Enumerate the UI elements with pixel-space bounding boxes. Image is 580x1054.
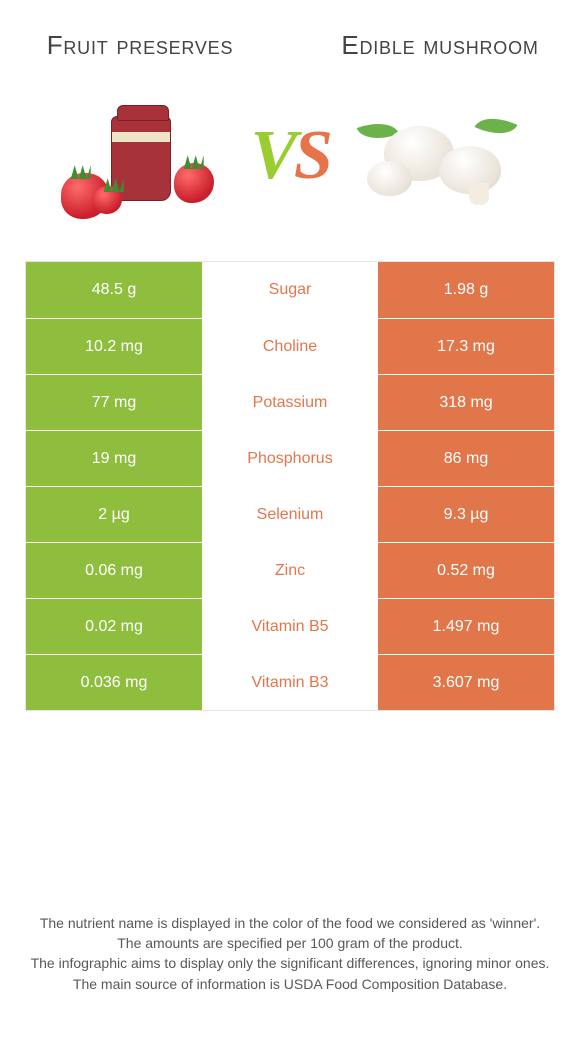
vs-label: VS [251,121,330,191]
table-row: 0.06 mgZinc0.52 mg [26,542,554,598]
left-value: 10.2 mg [26,319,202,374]
nutrient-name: Sugar [202,262,378,318]
mushroom-icon [367,161,412,196]
strawberry-icon [174,163,214,203]
right-value: 17.3 mg [378,319,554,374]
table-row: 48.5 gSugar1.98 g [26,262,554,318]
images-row: VS [0,71,580,261]
right-value: 318 mg [378,375,554,430]
table-row: 0.036 mgVitamin B33.607 mg [26,654,554,710]
nutrient-name: Zinc [202,543,378,598]
table-row: 2 µgSelenium9.3 µg [26,486,554,542]
left-value: 0.036 mg [26,655,202,710]
nutrient-name: Selenium [202,487,378,542]
footnotes: The nutrient name is displayed in the co… [30,913,550,994]
nutrient-name: Phosphorus [202,431,378,486]
left-value: 0.02 mg [26,599,202,654]
right-value: 1.98 g [378,262,554,318]
nutrient-name: Potassium [202,375,378,430]
table-row: 77 mgPotassium318 mg [26,374,554,430]
right-value: 0.52 mg [378,543,554,598]
right-value: 3.607 mg [378,655,554,710]
footnote-line: The amounts are specified per 100 gram o… [30,933,550,953]
footnote-line: The nutrient name is displayed in the co… [30,913,550,933]
vs-s: S [294,117,329,194]
right-food-title: Edible mushroom [340,30,540,61]
left-value: 2 µg [26,487,202,542]
left-value: 77 mg [26,375,202,430]
right-value: 9.3 µg [378,487,554,542]
left-food-image [51,86,231,226]
vs-v: V [251,117,294,194]
jam-jar-icon [111,116,171,201]
left-food-title: Fruit preserves [40,30,240,61]
table-row: 0.02 mgVitamin B51.497 mg [26,598,554,654]
nutrient-name: Choline [202,319,378,374]
left-value: 19 mg [26,431,202,486]
table-row: 19 mgPhosphorus86 mg [26,430,554,486]
footnote-line: The main source of information is USDA F… [30,974,550,994]
right-value: 1.497 mg [378,599,554,654]
left-value: 48.5 g [26,262,202,318]
header: Fruit preserves Edible mushroom [0,0,580,71]
right-food-image [349,86,529,226]
left-value: 0.06 mg [26,543,202,598]
footnote-line: The infographic aims to display only the… [30,953,550,973]
comparison-table: 48.5 gSugar1.98 g10.2 mgCholine17.3 mg77… [25,261,555,711]
table-row: 10.2 mgCholine17.3 mg [26,318,554,374]
leaf-icon [475,109,518,143]
right-value: 86 mg [378,431,554,486]
mushroom-stem-icon [469,183,489,205]
strawberry-icon [94,186,122,214]
nutrient-name: Vitamin B5 [202,599,378,654]
nutrient-name: Vitamin B3 [202,655,378,710]
